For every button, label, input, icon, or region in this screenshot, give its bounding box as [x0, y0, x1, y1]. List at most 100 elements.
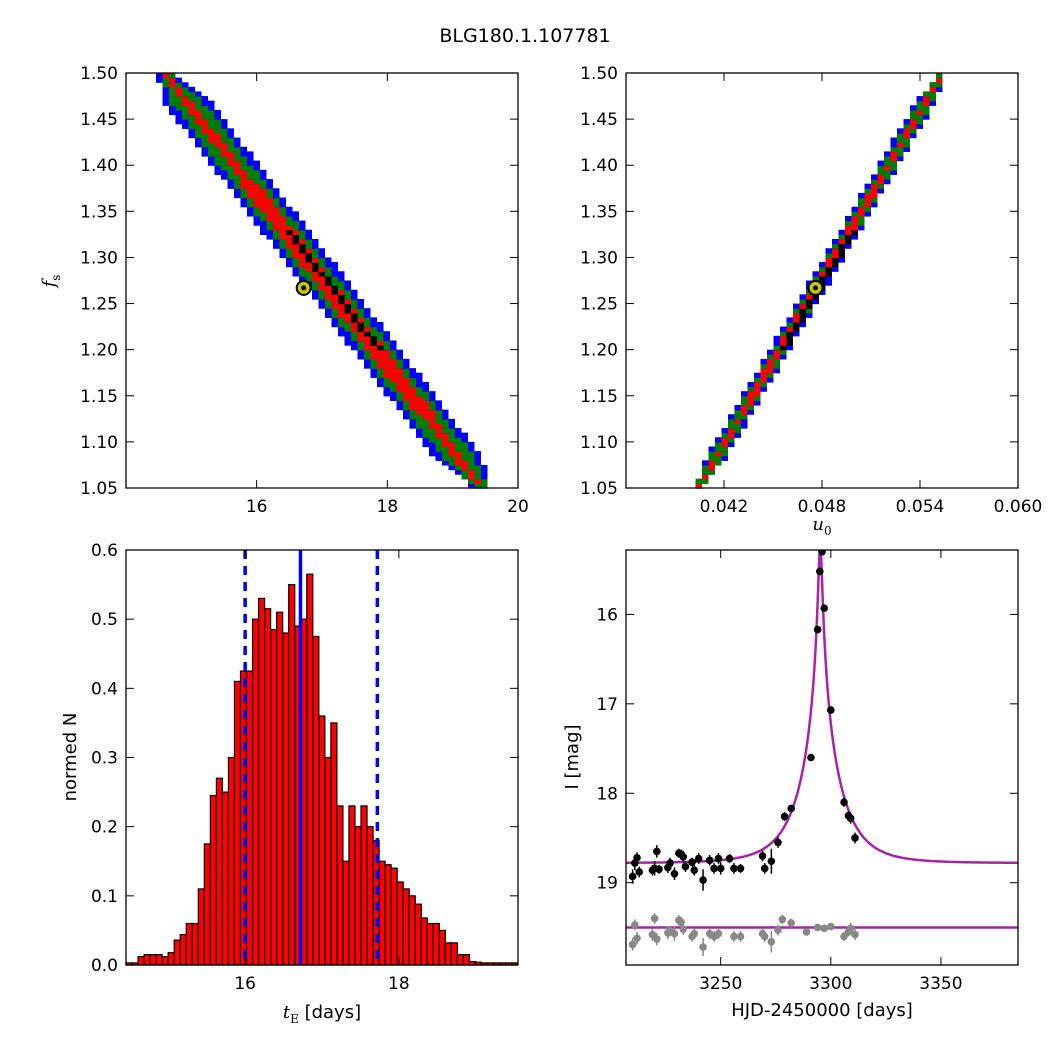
contour-inner-row	[182, 100, 195, 106]
contour-inner-row	[253, 202, 273, 208]
contour-inner-row	[767, 358, 774, 365]
data-point-I	[780, 812, 789, 821]
contour-inner-row	[377, 363, 397, 369]
contour-inner-row	[390, 377, 410, 383]
contour-inner-row	[253, 197, 273, 203]
contour-inner-row	[234, 169, 247, 176]
data-point-I	[716, 864, 725, 873]
contour-inner-row	[312, 275, 332, 282]
contour-middle-row	[923, 91, 936, 97]
contour-inner-row	[403, 391, 416, 397]
contour-inner-row	[890, 156, 897, 162]
y-tick-label: 1.50	[580, 64, 618, 84]
x-tick-label: 18	[377, 497, 399, 517]
contour-inner-row	[292, 252, 312, 259]
hist-bar	[342, 860, 350, 966]
chain-trace-cell	[364, 331, 371, 337]
data-point-I	[655, 865, 663, 874]
y-tick-label: 1.20	[580, 341, 618, 361]
y-tick-label: 1.45	[80, 110, 118, 130]
contour-inner-row	[858, 206, 865, 212]
contour-inner-row	[728, 432, 735, 438]
data-point-V	[827, 922, 835, 931]
chain-trace-cell	[338, 298, 345, 305]
x-tick-label: 0.048	[798, 497, 847, 517]
lc-xlabel: HJD-2450000 [days]	[731, 1000, 913, 1021]
data-point-I	[670, 869, 679, 878]
contour-inner-row	[266, 215, 286, 222]
y-tick-label: 1.25	[580, 295, 618, 315]
data-point-V	[690, 929, 699, 938]
chain-trace-cell	[799, 308, 806, 314]
data-point-V	[679, 925, 688, 934]
hist-bar	[209, 794, 217, 966]
hist-bar	[384, 864, 392, 966]
chain-trace-cell	[825, 271, 832, 277]
chain-trace-cell	[377, 345, 384, 351]
hist-bar	[450, 942, 459, 966]
light-curve-plot-area	[626, 550, 1018, 957]
best-fit-marker-center	[301, 285, 307, 291]
data-point-I	[679, 852, 688, 861]
contour-inner-row	[474, 478, 481, 484]
model-curve-I	[626, 550, 1018, 865]
contour-inner-row	[773, 354, 780, 360]
contour-inner-row	[715, 451, 722, 457]
x-tick-label: 3350	[919, 974, 962, 994]
x-tick-label: 3250	[699, 974, 742, 994]
contour-inner-row	[169, 77, 176, 83]
data-point-I	[690, 866, 699, 874]
hist-bar	[149, 954, 157, 966]
contour-inner-row	[884, 165, 891, 171]
hist-bar	[270, 628, 278, 966]
chain-trace-cell	[292, 234, 299, 240]
chain-trace-cell	[325, 275, 332, 282]
data-point-I	[666, 859, 674, 867]
panel-tE-fs: 16 18 20 1.05 1.10 1.15 1.20 1.25 1.30 1.35 1.40 1.…	[80, 64, 529, 517]
chain-trace-cell	[344, 308, 351, 314]
data-point-V	[787, 919, 795, 927]
contour-inner-row	[871, 188, 878, 194]
contour-inner-row	[455, 460, 468, 466]
contour-inner-row	[721, 441, 728, 448]
data-point-I	[813, 625, 822, 634]
contour-inner-row	[819, 271, 826, 277]
chain-trace-cell	[845, 234, 852, 240]
data-point-V	[774, 926, 782, 934]
data-point-V	[760, 932, 769, 941]
data-point-I	[688, 858, 696, 866]
chain-trace-cell	[806, 298, 813, 305]
contour-inner-row	[767, 363, 774, 369]
chain-trace-cell	[299, 243, 306, 249]
contour-inner-row	[247, 192, 267, 199]
data-point-V	[653, 935, 661, 943]
y-tick-label: 1.30	[580, 248, 618, 268]
hist-bar	[282, 632, 290, 966]
contour-inner-row	[422, 414, 436, 420]
contour-inner-row	[708, 464, 715, 471]
data-point-V	[736, 932, 745, 941]
hist-bar	[197, 888, 205, 966]
hist-bar	[257, 597, 266, 966]
y-tick-label: 1.25	[80, 295, 118, 315]
contour-inner-row	[825, 262, 832, 268]
y-tick-label: 0.2	[91, 818, 118, 838]
data-point-I	[681, 862, 690, 871]
contour-inner-row	[240, 179, 254, 185]
contour-inner-row	[786, 326, 793, 332]
y-tick-label: 0.6	[91, 541, 118, 561]
x-tick-label: 18	[388, 974, 410, 994]
chain-trace-cell	[851, 229, 858, 235]
hist-ylabel: normed N	[60, 713, 81, 802]
data-point-V	[820, 924, 829, 933]
hist-bar	[348, 805, 356, 966]
hist-bar	[318, 715, 326, 966]
contour-inner-row	[838, 239, 845, 245]
hist-xlabel: tE [days]	[283, 1002, 361, 1026]
contour-inner-row	[702, 474, 709, 480]
contour-middle-row	[936, 73, 943, 79]
contour-inner-row	[721, 437, 728, 443]
chain-trace-cell	[325, 280, 332, 286]
hist-bar	[360, 805, 368, 966]
